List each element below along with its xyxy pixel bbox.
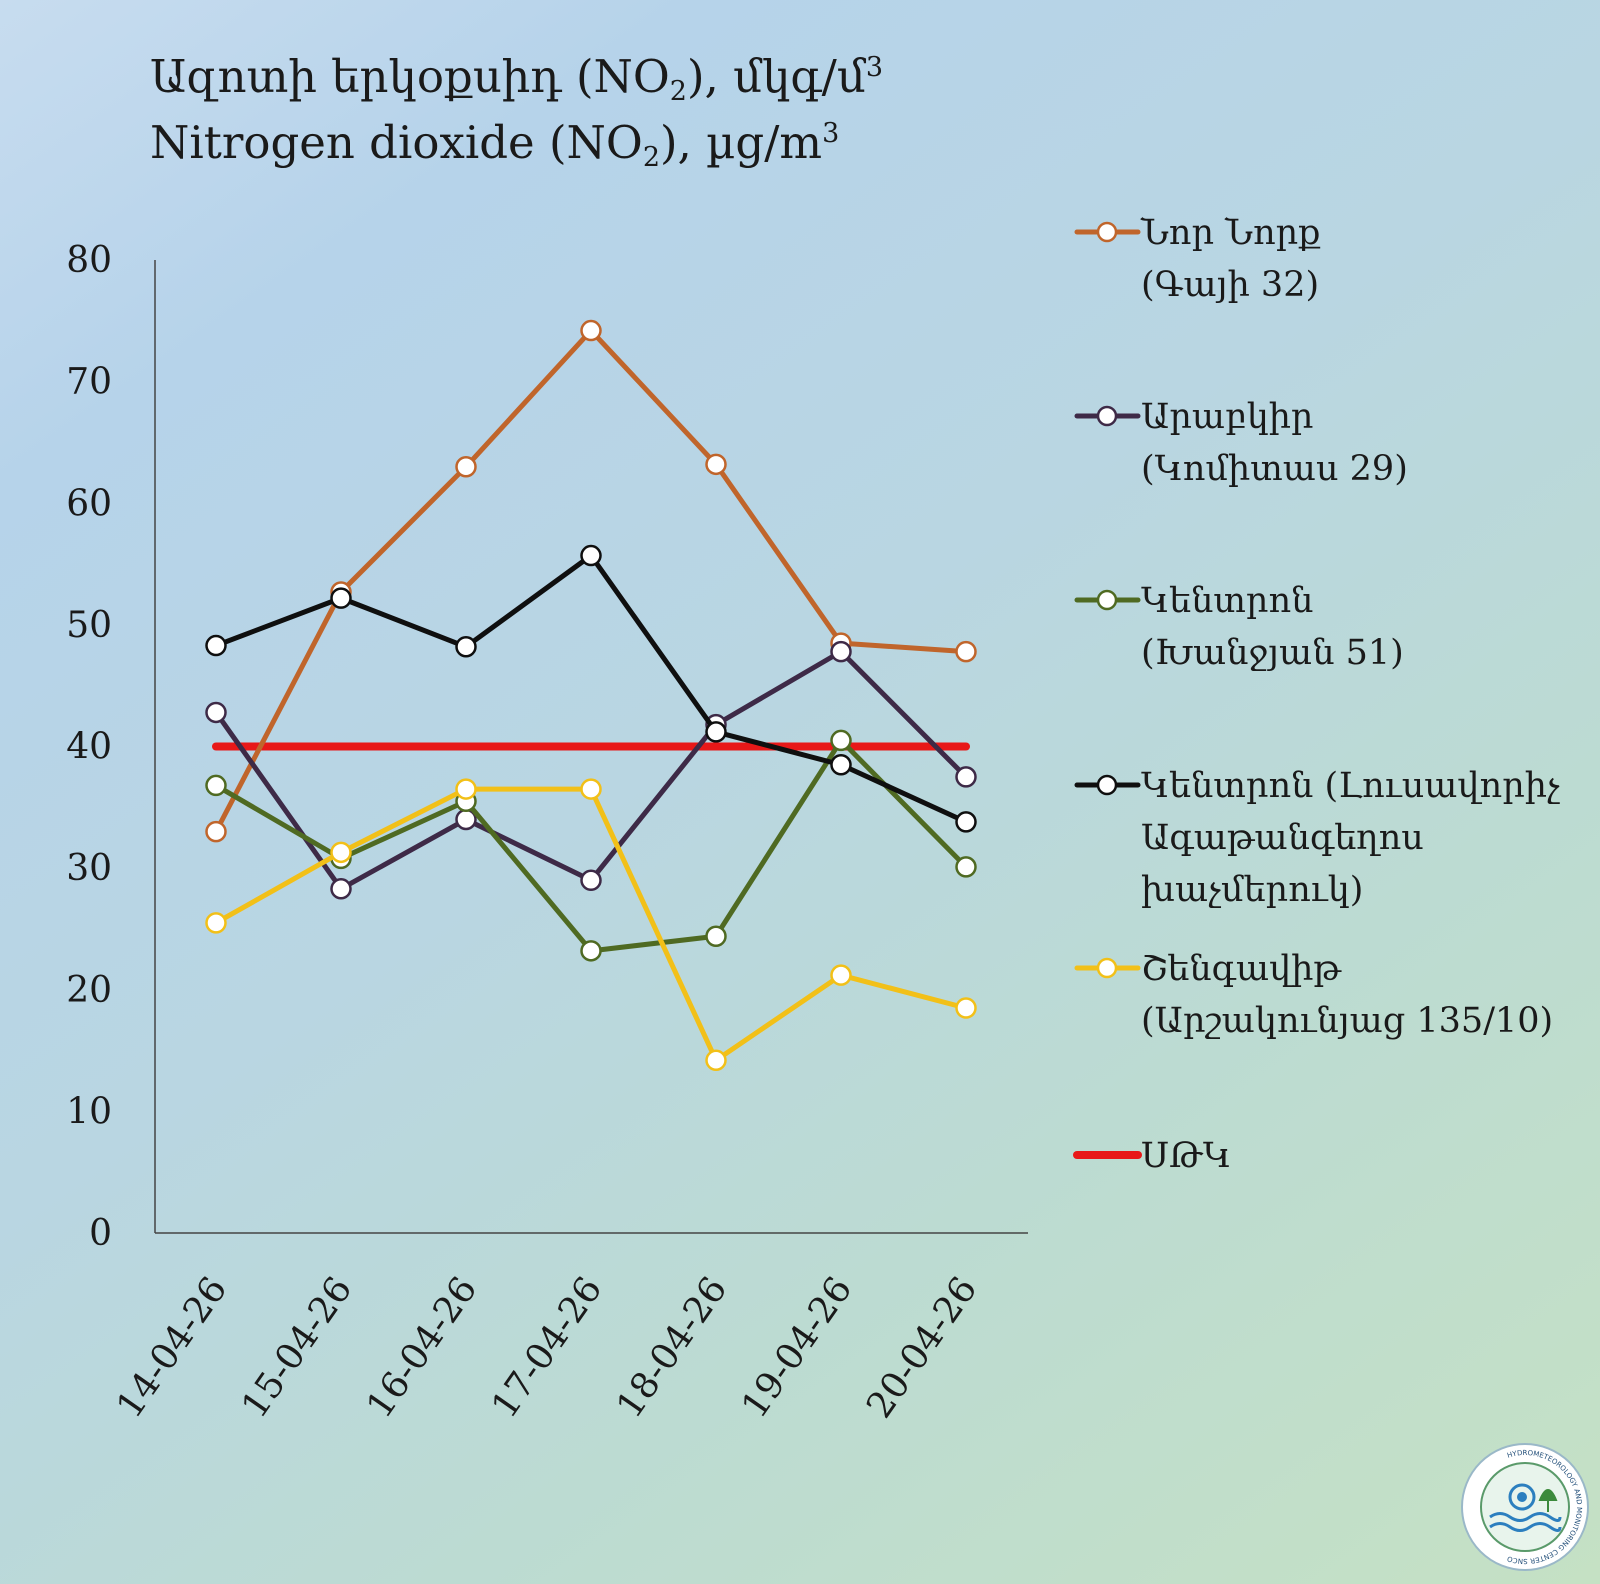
y-tick-label: 0 [89, 1213, 112, 1254]
data-point [955, 766, 977, 788]
y-tick-label: 40 [66, 727, 112, 768]
legend-swatch-marker [1096, 957, 1118, 979]
series-4 [205, 778, 977, 1072]
legend-swatch-marker [1096, 221, 1118, 243]
legend-swatch-marker [1096, 405, 1118, 427]
legend-label: խաչմերուկ) [1141, 870, 1363, 910]
data-point [705, 453, 727, 476]
series-2 [205, 729, 977, 962]
data-point [330, 878, 352, 900]
legend-label: ՍԹԿ [1141, 1136, 1231, 1176]
legend-label: Նոր Նորք [1140, 213, 1320, 253]
data-point [955, 640, 977, 663]
title-armenian: Ազոտի երկօքսիդ (NO2), մկգ/մ3 [150, 50, 884, 107]
data-point [580, 319, 602, 342]
data-point [955, 856, 977, 878]
legend-label: Արաբկիր [1141, 397, 1313, 437]
data-point [205, 820, 227, 843]
x-axis-ticks: 14-04-2615-04-2616-04-2617-04-2618-04-26… [109, 1270, 985, 1426]
y-tick-label: 70 [66, 362, 112, 403]
data-point [205, 634, 227, 657]
series-1 [205, 640, 977, 900]
legend-item: ՍԹԿ [1073, 1136, 1231, 1176]
chart-series [205, 319, 977, 1072]
chart-legend: Նոր Նորք (Գայի 32) Արաբկիր (Կոմիտաս 29) Կենտ… [1073, 213, 1560, 1176]
y-tick-label: 80 [66, 240, 112, 281]
legend-item: Արաբկիր (Կոմիտաս 29) [1074, 397, 1408, 489]
x-tick-label: 19-04-26 [734, 1270, 860, 1426]
data-point [830, 753, 852, 776]
legend-label: Ագաթանգեղոս [1141, 818, 1424, 858]
x-tick-label: 18-04-26 [609, 1270, 735, 1426]
x-tick-label: 17-04-26 [484, 1270, 610, 1426]
data-point [705, 925, 727, 947]
legend-label: Կենտրոն (Լուսավորիչ [1141, 766, 1560, 806]
legend-item: Կենտրոն (Խանջյան 51) [1074, 581, 1404, 673]
chart-axes [154, 260, 1028, 1234]
y-tick-label: 10 [66, 1091, 112, 1132]
data-point [330, 587, 352, 609]
x-tick-label: 16-04-26 [359, 1270, 485, 1426]
data-point [205, 912, 227, 934]
data-point [205, 774, 227, 797]
y-axis-ticks: 0 10 20 30 40 50 60 70 80 [66, 240, 112, 1254]
x-tick-label: 15-04-26 [234, 1270, 360, 1426]
data-point [455, 456, 477, 478]
legend-item: Կենտրոն (Լուսավորիչ Ագաթանգեղոս խաչմերուկ) [1074, 766, 1560, 910]
legend-item: Նոր Նորք (Գայի 32) [1074, 213, 1320, 305]
data-point [830, 640, 852, 663]
logo-swirl-icon [1508, 1483, 1536, 1511]
series-3 [205, 544, 977, 833]
data-point [455, 778, 477, 800]
x-tick-label: 14-04-26 [109, 1270, 235, 1426]
x-tick-label: 20-04-26 [859, 1270, 985, 1426]
hydromet-logo: HYDROMETEOROLOGY AND MONITORING CENTER S… [1461, 1443, 1589, 1571]
data-point [830, 964, 852, 986]
title-english: Nitrogen dioxide (NO2), µg/m3 [150, 116, 840, 173]
data-point [580, 778, 602, 800]
data-point [580, 869, 602, 892]
legend-swatch-marker [1096, 774, 1118, 796]
logo-tree-icon [1538, 1489, 1558, 1512]
y-tick-label: 20 [66, 970, 112, 1011]
legend-swatch-marker [1096, 589, 1118, 611]
data-point [580, 544, 602, 567]
chart-title: Ազոտի երկօքսիդ (NO2), մկգ/մ3 Nitrogen di… [150, 44, 883, 176]
y-tick-label: 60 [66, 483, 112, 524]
data-point [955, 811, 977, 833]
data-point [455, 636, 477, 658]
data-point [580, 940, 602, 962]
data-point [705, 1049, 727, 1072]
legend-label: Շենգավիթ [1141, 949, 1342, 989]
data-point [830, 729, 852, 752]
y-tick-label: 30 [66, 848, 112, 889]
legend-label: Կենտրոն [1141, 581, 1313, 621]
y-tick-label: 50 [66, 605, 112, 646]
legend-label: (Գայի 32) [1141, 265, 1319, 305]
legend-item: Շենգավիթ (Արշակունյաց 135/10) [1074, 949, 1553, 1041]
data-point [955, 997, 977, 1019]
legend-label: (Խանջյան 51) [1141, 633, 1404, 673]
data-point [330, 841, 352, 864]
data-point [205, 701, 227, 724]
series-line [213, 786, 969, 1063]
logo-wave-icon [1489, 1512, 1562, 1522]
legend-label: (Արշակունյաց 135/10) [1141, 1001, 1553, 1041]
data-point [705, 721, 727, 743]
legend-label: (Կոմիտաս 29) [1141, 449, 1408, 489]
